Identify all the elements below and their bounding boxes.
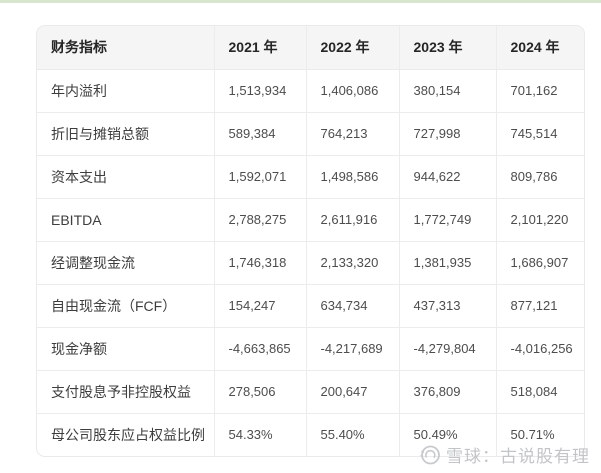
cell-value: -4,663,865 (214, 327, 307, 371)
cell-value: 809,786 (496, 155, 584, 199)
cell-value: 2,611,916 (306, 198, 400, 242)
cell-value: 437,313 (399, 284, 497, 328)
cell-value: 944,622 (399, 155, 497, 199)
table-row: 折旧与摊销总额 589,384 764,213 727,998 745,514 (37, 112, 584, 156)
cell-value: 200,647 (306, 370, 400, 414)
top-green-strip (0, 0, 601, 3)
table-row: 资本支出 1,592,071 1,498,586 944,622 809,786 (37, 155, 584, 199)
header-row: 财务指标 2021 年 2022 年 2023 年 2024 年 (37, 26, 584, 70)
row-label: 支付股息予非控股权益 (37, 370, 215, 414)
cell-value: 2,101,220 (496, 198, 584, 242)
row-label: 母公司股东应占权益比例 (37, 413, 215, 456)
table-row: 母公司股东应占权益比例 54.33% 55.40% 50.49% 50.71% (37, 413, 584, 456)
table-row: 现金净额 -4,663,865 -4,217,689 -4,279,804 -4… (37, 327, 584, 371)
table-row: 经调整现金流 1,746,318 2,133,320 1,381,935 1,6… (37, 241, 584, 285)
row-label: 经调整现金流 (37, 241, 215, 285)
cell-value: 701,162 (496, 69, 584, 113)
cell-value: 54.33% (214, 413, 307, 456)
row-label: 资本支出 (37, 155, 215, 199)
cell-value: 634,734 (306, 284, 400, 328)
column-header-2021: 2021 年 (214, 26, 307, 70)
row-label: 年内溢利 (37, 69, 215, 113)
cell-value: 1,686,907 (496, 241, 584, 285)
cell-value: 764,213 (306, 112, 400, 156)
table-row: 自由现金流（FCF） 154,247 634,734 437,313 877,1… (37, 284, 584, 328)
cell-value: 380,154 (399, 69, 497, 113)
column-header-indicator: 财务指标 (37, 26, 215, 70)
cell-value: 55.40% (306, 413, 400, 456)
cell-value: 1,513,934 (214, 69, 307, 113)
column-header-2023: 2023 年 (399, 26, 497, 70)
cell-value: 727,998 (399, 112, 497, 156)
cell-value: 1,406,086 (306, 69, 400, 113)
table-row: 支付股息予非控股权益 278,506 200,647 376,809 518,0… (37, 370, 584, 414)
cell-value: 745,514 (496, 112, 584, 156)
data-table: 财务指标 2021 年 2022 年 2023 年 2024 年 年内溢利 1,… (37, 26, 584, 456)
table-row: 年内溢利 1,513,934 1,406,086 380,154 701,162 (37, 69, 584, 113)
row-label: EBITDA (37, 198, 215, 242)
cell-value: -4,279,804 (399, 327, 497, 371)
cell-value: 1,772,749 (399, 198, 497, 242)
cell-value: 1,746,318 (214, 241, 307, 285)
cell-value: 1,498,586 (306, 155, 400, 199)
row-label: 现金净额 (37, 327, 215, 371)
cell-value: 376,809 (399, 370, 497, 414)
cell-value: 2,133,320 (306, 241, 400, 285)
table-row: EBITDA 2,788,275 2,611,916 1,772,749 2,1… (37, 198, 584, 242)
cell-value: 154,247 (214, 284, 307, 328)
cell-value: 278,506 (214, 370, 307, 414)
column-header-2024: 2024 年 (496, 26, 584, 70)
cell-value: 1,381,935 (399, 241, 497, 285)
cell-value: 518,084 (496, 370, 584, 414)
column-header-2022: 2022 年 (306, 26, 400, 70)
cell-value: 877,121 (496, 284, 584, 328)
cell-value: 50.71% (510, 427, 555, 443)
cell-value: 2,788,275 (214, 198, 307, 242)
cell-value: -4,016,256 (496, 327, 584, 371)
cell-value: 50.49% (399, 413, 497, 456)
cell-value: 589,384 (214, 112, 307, 156)
cell-value: -4,217,689 (306, 327, 400, 371)
row-label: 自由现金流（FCF） (37, 284, 215, 328)
financial-indicators-table: 财务指标 2021 年 2022 年 2023 年 2024 年 年内溢利 1,… (36, 25, 585, 457)
row-label: 折旧与摊销总额 (37, 112, 215, 156)
cell-value: 1,592,071 (214, 155, 307, 199)
